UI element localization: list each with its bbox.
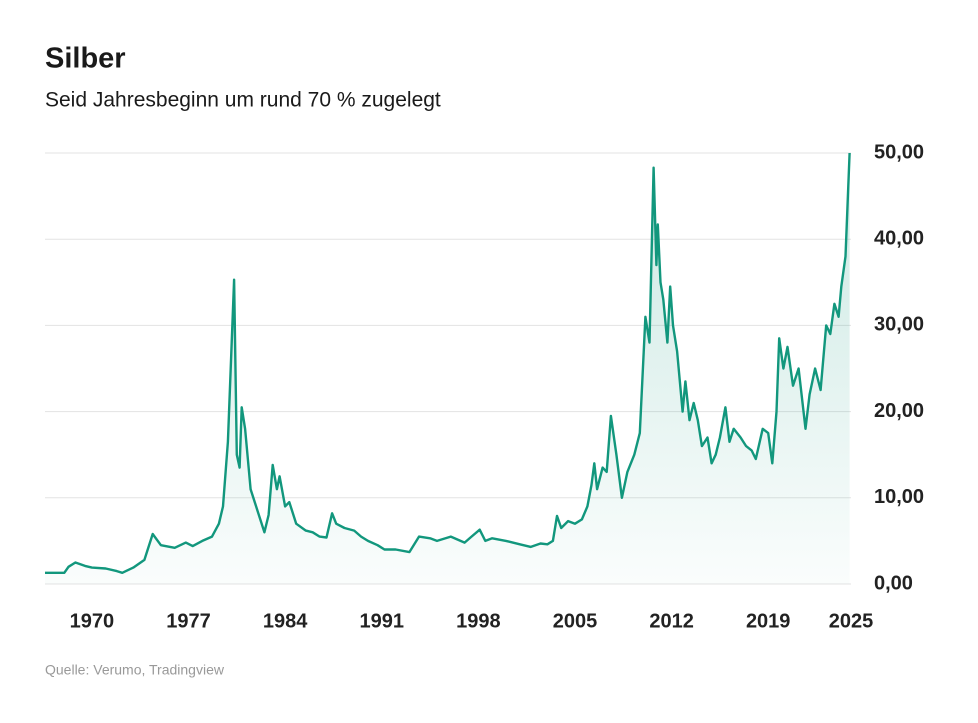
line <box>45 152 851 574</box>
y-tick-label: 0,00 <box>874 572 913 594</box>
x-tick-label: 1970 <box>70 610 115 632</box>
y-tick-label: 10,00 <box>874 486 924 508</box>
x-tick-label: 2012 <box>649 610 694 632</box>
y-tick-label: 20,00 <box>874 400 924 422</box>
chart-title: Silber <box>45 43 126 75</box>
x-tick-label: 2005 <box>553 610 598 632</box>
x-tick-label: 1977 <box>166 610 211 632</box>
y-tick-label: 50,00 <box>874 141 924 163</box>
x-tick-label: 1984 <box>263 610 308 632</box>
chart-subtitle: Seid Jahresbeginn um rund 70 % zugelegt <box>45 89 441 112</box>
x-tick-label: 1998 <box>456 610 501 632</box>
x-tick-label: 2019 <box>746 610 791 632</box>
x-tick-label: 1991 <box>360 610 405 632</box>
source: Quelle: Verumo, Tradingview <box>45 662 225 678</box>
area <box>45 153 850 584</box>
y-tick-label: 40,00 <box>874 227 924 249</box>
x-tick-label: 2025 <box>829 610 874 632</box>
y-tick-label: 30,00 <box>874 314 924 336</box>
